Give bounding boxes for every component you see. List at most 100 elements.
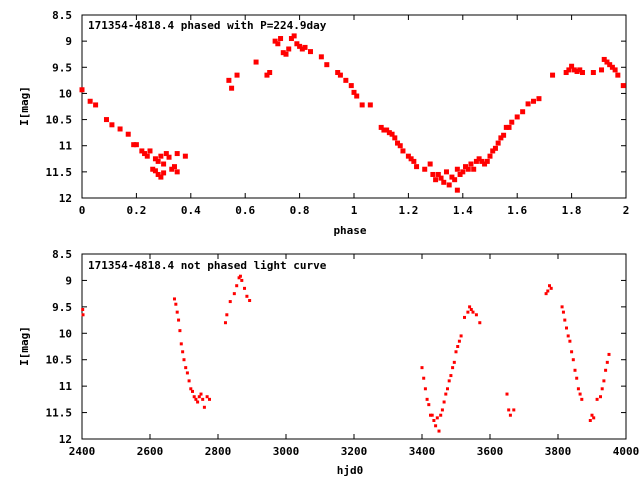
data-point <box>297 43 303 49</box>
data-point <box>590 70 596 76</box>
y-tick-label: 12 <box>59 433 72 446</box>
y-tick-label: 9.5 <box>52 301 72 314</box>
data-point <box>439 413 443 417</box>
data-point <box>607 352 611 356</box>
data-point <box>507 408 511 412</box>
data-point <box>392 135 398 141</box>
data-point <box>174 151 180 157</box>
tick-group: 0 0.2 0.4 0.6 0.8 1 1.2 1.4 1.6 1.8 2 8.5 9 9.5 10 10.5… <box>46 9 630 217</box>
data-point <box>520 109 526 115</box>
x-tick-label: 1.8 <box>562 204 582 217</box>
data-point <box>437 429 441 433</box>
data-point <box>447 379 451 383</box>
data-point <box>423 387 427 391</box>
data-point <box>389 131 395 137</box>
data-point <box>103 117 109 123</box>
data-point <box>337 72 343 78</box>
data-point <box>602 379 606 383</box>
data-point <box>182 153 188 159</box>
data-point <box>487 153 493 159</box>
data-point <box>478 321 482 325</box>
x-tick-label: 2 <box>623 204 630 217</box>
x-tick-label: 3800 <box>545 445 572 458</box>
data-point <box>446 182 452 188</box>
data-point <box>229 85 235 91</box>
data-point <box>503 124 509 130</box>
data-point <box>612 67 618 73</box>
data-point <box>449 174 455 180</box>
data-point <box>604 59 610 65</box>
data-point <box>181 350 185 354</box>
data-point <box>601 56 607 62</box>
data-point <box>152 156 158 162</box>
data-point <box>283 51 289 57</box>
data-point <box>469 308 473 311</box>
data-point <box>109 122 115 128</box>
data-point <box>482 161 488 167</box>
data-point <box>234 72 240 78</box>
data-point <box>142 151 148 157</box>
data-point <box>414 164 420 170</box>
data-point <box>604 368 608 372</box>
data-point <box>201 397 205 401</box>
data-point <box>177 318 181 322</box>
data-point <box>432 419 436 422</box>
data-point <box>422 376 426 380</box>
data-point <box>348 83 354 89</box>
data-point <box>571 67 577 73</box>
data-point <box>430 413 434 417</box>
y-tick-label: 8.5 <box>52 9 72 22</box>
data-point <box>161 170 167 176</box>
data-point <box>573 368 577 372</box>
data-point <box>208 397 211 401</box>
data-point <box>225 313 229 317</box>
data-point <box>182 358 186 362</box>
data-point <box>454 166 460 172</box>
data-point <box>468 161 474 167</box>
data-point <box>620 83 626 89</box>
data-point <box>240 278 244 282</box>
data-point <box>484 158 490 164</box>
data-point <box>605 360 609 364</box>
data-point <box>87 98 93 104</box>
data-point <box>588 419 592 422</box>
data-point <box>492 145 498 151</box>
data-point <box>194 397 198 401</box>
data-point <box>454 350 458 354</box>
data-point <box>546 289 550 293</box>
x-tick-label: 2400 <box>69 445 96 458</box>
data-point <box>178 329 182 333</box>
data-point <box>465 166 471 172</box>
data-point <box>147 148 153 154</box>
data-point <box>324 62 330 68</box>
data-point <box>172 297 176 301</box>
data-point <box>378 124 384 130</box>
data-point <box>166 154 172 160</box>
data-point <box>175 310 179 314</box>
data-point <box>197 395 201 399</box>
data-point <box>576 387 580 391</box>
data-point <box>397 143 403 149</box>
data-point <box>505 392 509 396</box>
data-point <box>248 299 252 303</box>
y-axis-label: I[mag] <box>18 86 31 126</box>
data-point <box>473 158 479 164</box>
x-tick-label: 3200 <box>341 445 368 458</box>
data-point <box>93 102 99 108</box>
data-point <box>386 130 392 136</box>
data-point <box>609 64 615 70</box>
data-point <box>81 308 85 311</box>
plot-frame <box>81 253 627 440</box>
data-point <box>264 72 270 78</box>
y-tick-label: 10 <box>59 327 72 340</box>
data-point <box>187 379 191 383</box>
x-axis-label: phase <box>333 224 366 237</box>
data-point <box>435 171 441 177</box>
y-tick-label: 8.5 <box>52 248 72 261</box>
data-point <box>457 339 461 343</box>
data-point <box>512 408 516 412</box>
y-tick-label: 11 <box>59 140 73 153</box>
data-point <box>184 366 188 370</box>
data-point <box>563 70 569 76</box>
data-point <box>549 286 553 290</box>
